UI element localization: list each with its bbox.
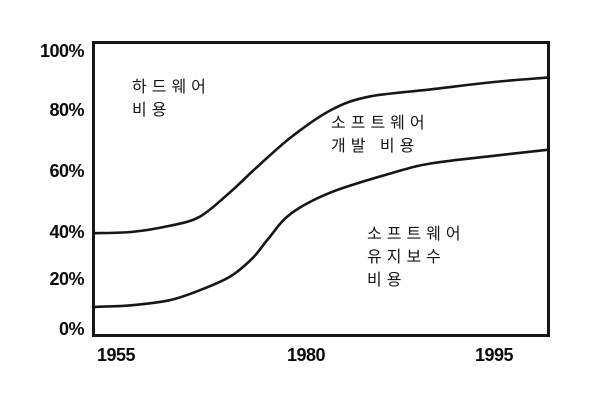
y-axis-tick-label: 0% xyxy=(58,319,85,339)
boundary-curve-upper xyxy=(95,76,548,235)
y-axis-tick-label: 80% xyxy=(49,100,84,120)
y-axis-tick-label: 100% xyxy=(39,41,85,61)
hardware-cost-label-line: 비용 xyxy=(132,102,172,119)
y-axis-tick-label: 40% xyxy=(49,222,84,242)
software-development-cost-label-line: 소프트웨어 xyxy=(331,115,430,132)
y-axis-tick-label: 60% xyxy=(49,161,84,181)
boundary-curve-lower xyxy=(95,148,548,309)
software-development-cost-label-line: 개발 비용 xyxy=(331,138,420,155)
software-maintenance-cost-label-line: 소프트웨어 xyxy=(367,226,466,243)
x-axis-tick-label: 1980 xyxy=(286,345,326,365)
x-axis-tick-label: 1955 xyxy=(96,345,136,365)
plot-border xyxy=(92,41,550,337)
software-maintenance-cost-label-line: 유지보수 xyxy=(367,249,446,266)
y-axis-tick-label: 20% xyxy=(49,269,84,289)
x-axis-tick-label: 1995 xyxy=(474,345,514,365)
software-maintenance-cost-label-line: 비용 xyxy=(367,272,407,289)
hardware-cost-label-line: 하드웨어 xyxy=(132,79,211,96)
